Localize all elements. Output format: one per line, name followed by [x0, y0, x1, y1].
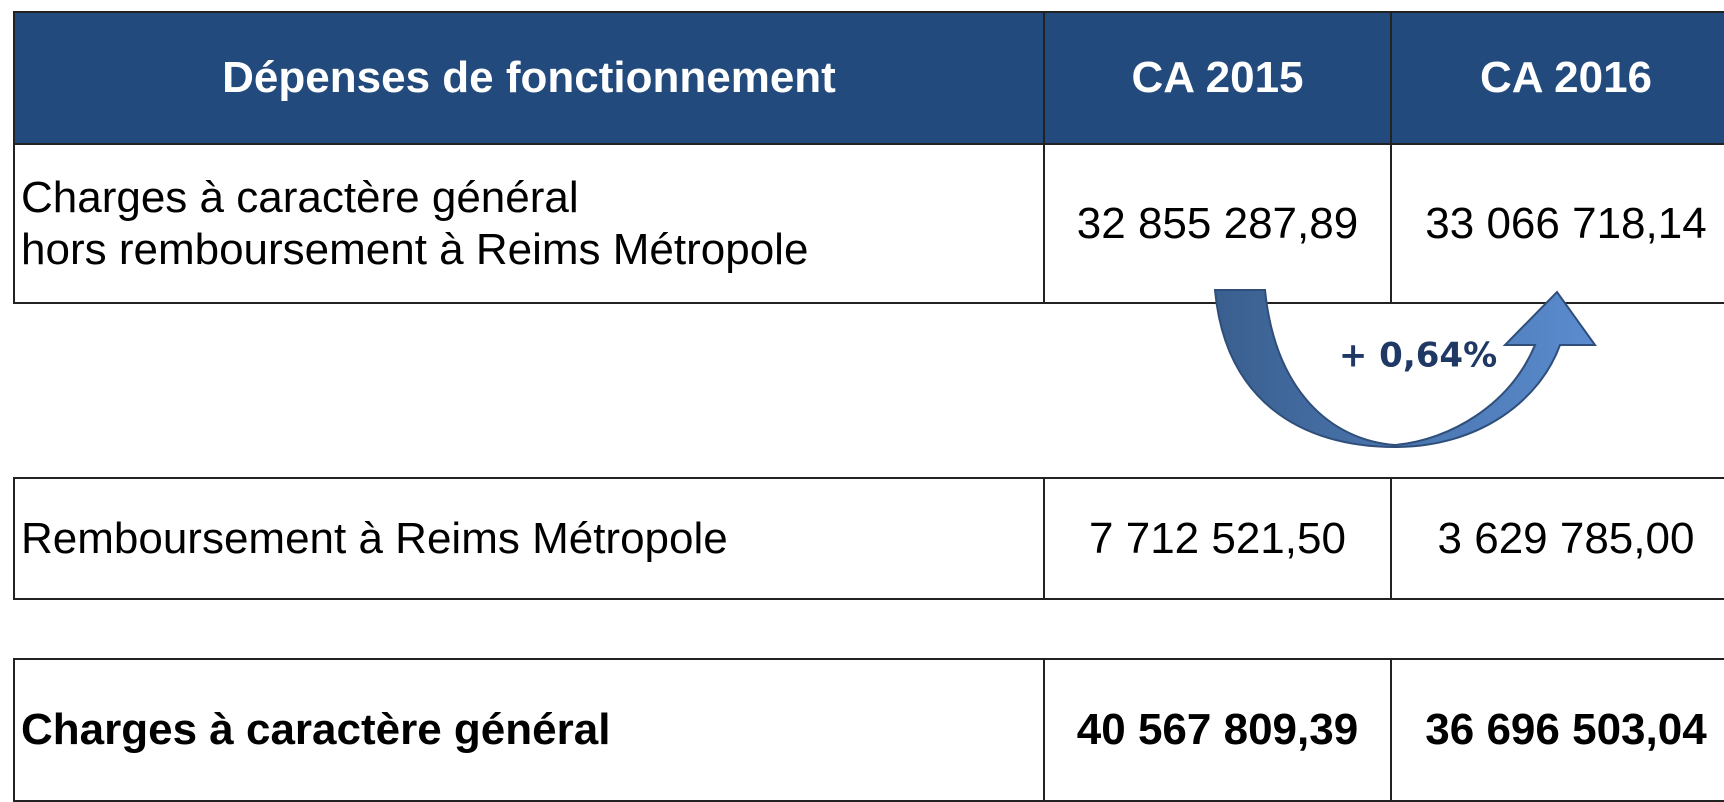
growth-label: + 0,64% [1339, 336, 1497, 376]
header-cell: Dépenses de fonctionnement [13, 11, 1045, 145]
cell-lines: Charges à caractère général hors rembours… [21, 172, 808, 276]
amount-cell: 33 066 718,14 [1390, 143, 1724, 304]
amount-cell: 3 629 785,00 [1390, 477, 1724, 600]
amount-cell: 40 567 809,39 [1043, 658, 1392, 802]
amount-cell: 32 855 287,89 [1043, 143, 1392, 304]
cell-line: Charges à caractère général [21, 172, 579, 222]
cell-line: hors remboursement à Reims Métropole [21, 224, 809, 274]
growth-arrow [1213, 289, 1597, 449]
row-label: Charges à caractère général hors rembours… [13, 143, 1045, 304]
